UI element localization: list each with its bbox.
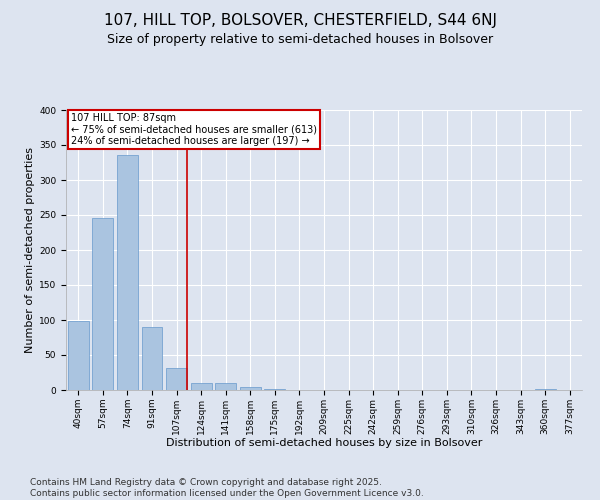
Text: 107 HILL TOP: 87sqm
← 75% of semi-detached houses are smaller (613)
24% of semi-: 107 HILL TOP: 87sqm ← 75% of semi-detach… — [71, 113, 317, 146]
Bar — [240, 387, 261, 390]
Y-axis label: Number of semi-detached properties: Number of semi-detached properties — [25, 147, 35, 353]
Bar — [535, 388, 556, 390]
Bar — [215, 383, 236, 390]
X-axis label: Distribution of semi-detached houses by size in Bolsover: Distribution of semi-detached houses by … — [166, 438, 482, 448]
Text: 107, HILL TOP, BOLSOVER, CHESTERFIELD, S44 6NJ: 107, HILL TOP, BOLSOVER, CHESTERFIELD, S… — [104, 12, 497, 28]
Bar — [166, 368, 187, 390]
Bar — [265, 388, 286, 390]
Text: Size of property relative to semi-detached houses in Bolsover: Size of property relative to semi-detach… — [107, 32, 493, 46]
Bar — [117, 156, 138, 390]
Text: Contains HM Land Registry data © Crown copyright and database right 2025.
Contai: Contains HM Land Registry data © Crown c… — [30, 478, 424, 498]
Bar — [92, 218, 113, 390]
Bar — [142, 327, 163, 390]
Bar — [191, 383, 212, 390]
Bar — [68, 320, 89, 390]
